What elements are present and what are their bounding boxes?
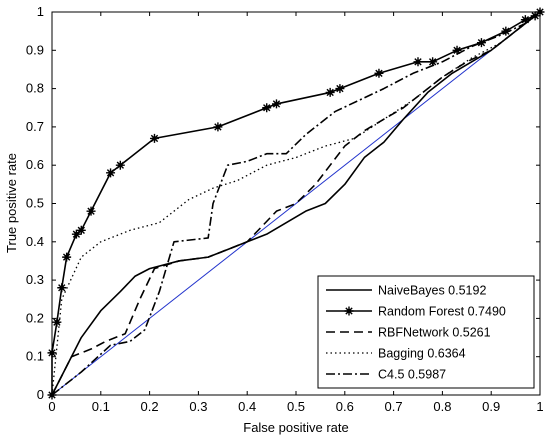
data-point-dot (264, 105, 269, 110)
x-axis-label: False positive rate (243, 420, 349, 435)
x-tick-label: 1 (536, 399, 543, 414)
data-point-dot (88, 208, 94, 214)
data-point-dot (376, 71, 382, 76)
legend-label: C4.5 0.5987 (378, 368, 446, 382)
y-tick-label: 0.1 (26, 349, 44, 364)
x-tick-label: 0.6 (336, 399, 354, 414)
data-point-dot (454, 48, 460, 53)
data-point-dot (337, 86, 343, 91)
legend-marker-dot (346, 308, 352, 314)
legend-items: NaiveBayes 0.5192 Random Forest 0.7490 RBF… (326, 284, 506, 382)
y-tick-label: 0.9 (26, 42, 44, 57)
x-tick-label: 0 (48, 399, 55, 414)
data-point-dot (79, 228, 84, 233)
y-tick-label: 0.8 (26, 81, 44, 96)
legend-label: Random Forest 0.7490 (378, 305, 506, 319)
series-line-naivebayes (51, 11, 541, 396)
y-tick-label: 0.3 (26, 272, 44, 287)
y-tick-label: 1 (37, 4, 44, 19)
series-line-rbfnetwork (51, 11, 541, 396)
data-point-dot (152, 136, 157, 141)
series-line-diagonal (51, 11, 541, 396)
x-tick-label: 0.9 (482, 399, 500, 414)
y-tick-label: 0.7 (26, 119, 44, 134)
y-tick-label: 0 (37, 387, 44, 402)
data-point-dot (430, 59, 435, 64)
data-point-dot (74, 231, 79, 237)
data-point-dot (523, 17, 528, 22)
x-tick-label: 0.3 (189, 399, 207, 414)
data-point-dot (215, 124, 221, 130)
series-line-c45 (51, 11, 541, 396)
y-tick-label: 0.6 (26, 157, 44, 172)
x-tick-label: 0.4 (238, 399, 256, 414)
data-point-dot (415, 59, 421, 64)
y-tick-label: 0.5 (26, 196, 44, 211)
legend-label: Bagging 0.6364 (378, 347, 466, 361)
y-tick-label: 0.2 (26, 310, 44, 325)
data-point-dot (108, 170, 113, 176)
data-point-dot (59, 285, 64, 290)
x-tick-label: 0.2 (141, 399, 159, 414)
x-tick-label: 0.5 (287, 399, 305, 414)
legend: NaiveBayes 0.5192 Random Forest 0.7490 RBF… (317, 275, 535, 389)
y-tick-label: 0.4 (26, 234, 44, 249)
x-tick-label: 0.1 (92, 399, 110, 414)
data-point-dot (503, 28, 509, 34)
data-point-dot (54, 320, 60, 325)
legend-label: NaiveBayes 0.5192 (378, 284, 486, 298)
data-point-dot (64, 254, 69, 260)
data-point-dot (479, 40, 484, 45)
series-layer (47, 7, 545, 400)
data-point-dot (274, 101, 279, 107)
data-point-dot (532, 13, 538, 19)
plot-frame (51, 11, 541, 396)
x-tick-label: 0.7 (385, 399, 403, 414)
x-tick-label: 0.8 (433, 399, 451, 414)
axis-ticks: 0 0.1 0.2 0.3 0.4 0.5 0.6 0.7 0.8 0.9 1 0 0.1 0.2 0.3 0… (26, 4, 544, 414)
y-axis-label: True positive rate (4, 153, 19, 253)
data-point-dot (327, 90, 333, 95)
data-point-dot (118, 163, 123, 168)
legend-label: RBFNetwork 0.5261 (378, 326, 491, 340)
